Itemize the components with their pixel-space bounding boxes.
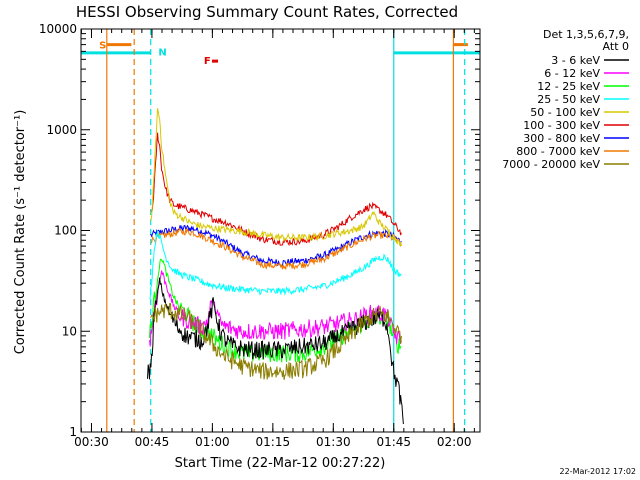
legend-label: 300 - 800 keV: [523, 132, 600, 145]
x-tick-label: 01:45: [376, 435, 411, 449]
y-tick-label: 1: [69, 425, 77, 439]
series-line-800-7000-kev: [150, 227, 402, 270]
series-line-100-300-kev: [150, 132, 402, 247]
legend-label: 25 - 50 keV: [537, 93, 600, 106]
y-axis-ticks: 1 10 100 1000 10000: [39, 22, 480, 439]
x-tick-label: 01:00: [195, 435, 230, 449]
legend-label: 12 - 25 keV: [537, 80, 600, 93]
series-line-7000-20000-kev: [150, 303, 402, 380]
legend-label: 7000 - 20000 keV: [502, 158, 600, 171]
x-tick-label: 00:45: [135, 435, 170, 449]
legend-label: 800 - 7000 keV: [516, 145, 600, 158]
legend-header-line-1: Det 1,3,5,6,7,9,: [543, 28, 629, 41]
y-tick-label: 10: [62, 324, 77, 338]
legend-label: 100 - 300 keV: [523, 119, 600, 132]
legend-label: 6 - 12 keV: [544, 67, 600, 80]
legend-label: 3 - 6 keV: [551, 54, 600, 67]
y-axis-label: Corrected Count Rate (s⁻¹ detector⁻¹): [13, 110, 28, 355]
series-line-25-50-kev: [149, 230, 402, 300]
y-tick-label: 1000: [46, 123, 77, 137]
x-tick-label: 01:15: [256, 435, 291, 449]
x-axis-label: Start Time (22-Mar-12 00:27:22): [175, 456, 386, 471]
legend-header-line-2: Att 0: [603, 40, 629, 53]
x-tick-label: 02:00: [437, 435, 472, 449]
x-tick-label: 01:30: [316, 435, 351, 449]
y-tick-label: 10000: [39, 22, 77, 36]
chart-title: HESSI Observing Summary Count Rates, Cor…: [76, 3, 458, 21]
data-series: [147, 108, 404, 425]
x-tick-label: 00:30: [74, 435, 109, 449]
series-line-3-6-kev: [147, 277, 404, 425]
observing-flag-bars: [81, 43, 480, 63]
annotation-n: N: [158, 47, 166, 58]
footer-date: 22-Mar-2012 17:02: [560, 467, 637, 476]
x-axis-ticks: 00:30 00:45 01:00 01:15 01:30 01:45 02:00: [74, 29, 475, 449]
annotation-s: S: [99, 41, 106, 52]
y-tick-label: 100: [54, 224, 77, 238]
flag-annotations: S N F: [99, 41, 211, 68]
annotation-f: F: [204, 56, 211, 67]
observing-flag-lines: [106, 29, 466, 432]
legend-label: 50 - 100 keV: [530, 106, 600, 119]
plot-area: S N F: [80, 28, 481, 433]
series-line-300-800-kev: [150, 224, 402, 267]
series-line-50-100-kev: [150, 108, 402, 247]
